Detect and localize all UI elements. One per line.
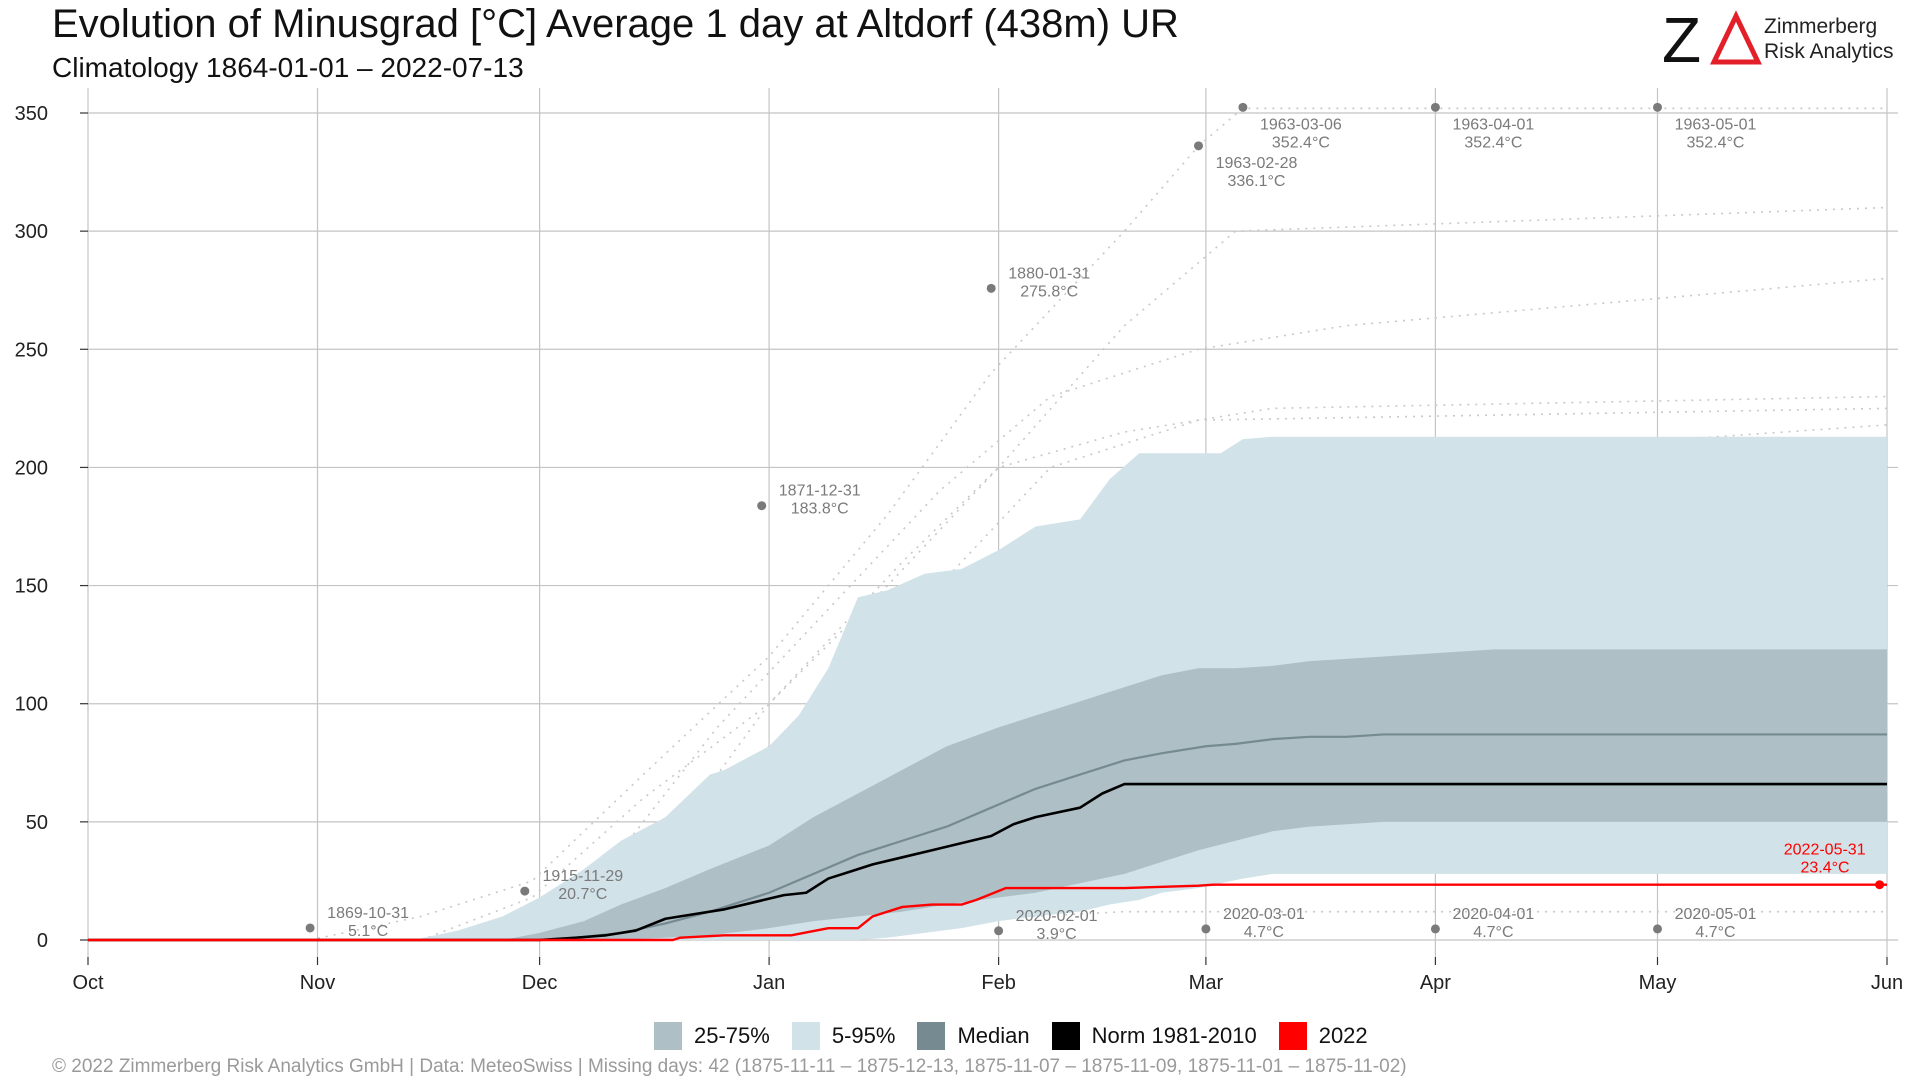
x-tick-label: Mar [1189,972,1224,994]
annotation-point [1652,924,1662,934]
y-tick-label: 300 [15,221,48,243]
annotation-point [1430,924,1440,934]
history-trace [420,206,1888,941]
annotation-point [1193,141,1203,151]
annotation-date: 2020-02-01 [1016,908,1098,925]
legend-swatch-2022 [1278,1022,1307,1050]
annotation-value: 183.8°C [791,501,849,518]
annotation-date: 1869-10-31 [327,905,409,922]
y-tick-label: 200 [15,457,48,479]
annotation-point [994,926,1004,936]
x-tick-label: Oct [72,972,104,994]
y-tick-label: 250 [15,339,48,361]
annotation-value: 5.1°C [348,923,388,940]
x-tick-label: Nov [300,972,336,994]
legend-label-25-75: 25-75% [694,1023,770,1048]
annotation-point [1875,880,1885,890]
annotation-value: 4.7°C [1695,924,1735,941]
x-tick-label: Dec [522,972,558,994]
annotation-value: 4.7°C [1244,924,1284,941]
annotation-point [986,283,996,293]
legend-item-norm[interactable]: Norm 1981-2010 [1051,1022,1257,1050]
annotation-value: 336.1°C [1227,173,1285,190]
chart-axes: 0 50 100 150 200 250 300 350 Oct Nov Dec Jan Feb Mar A… [15,103,1904,994]
legend-item-25-75[interactable]: 25-75% [654,1022,770,1050]
annotation-date: 2022-05-31 [1784,842,1866,859]
x-tick-label: May [1639,972,1677,994]
legend-swatch-norm [1051,1022,1080,1050]
annotation-value: 352.4°C [1464,134,1522,151]
annotation-date: 1963-04-01 [1452,116,1534,133]
annotation-point [305,923,315,933]
logo-z-glyph: Z [1662,8,1701,70]
y-tick-label: 150 [15,576,48,598]
annotation-date: 1880-01-31 [1008,265,1090,282]
legend-item-5-95[interactable]: 5-95% [791,1022,896,1050]
percentile-bands [88,436,1887,940]
annotation-value: 3.9°C [1037,926,1077,943]
annotation-date: 1963-02-28 [1216,155,1298,172]
annotation-point [1201,924,1211,934]
annotation-date: 2020-03-01 [1223,906,1305,923]
annotation-point [520,886,530,896]
legend-item-2022[interactable]: 2022 [1278,1022,1368,1050]
annotation-date: 1963-05-01 [1675,116,1757,133]
chart-canvas: 0 50 100 150 200 250 300 350 Oct Nov Dec Jan Feb Mar A… [15,88,1904,994]
logo-text: Zimmerberg Risk Analytics [1764,14,1894,64]
y-tick-label: 50 [26,812,48,834]
footer-credits: © 2022 Zimmerberg Risk Analytics GmbH | … [52,1056,1407,1077]
annotation-date: 2020-05-01 [1675,906,1757,923]
annotation-value: 23.4°C [1801,860,1850,877]
line-2022 [88,883,1887,942]
logo-delta-icon [1710,10,1762,65]
x-tick-label: Feb [981,972,1015,994]
logo-line2: Risk Analytics [1764,40,1894,63]
legend-label-norm: Norm 1981-2010 [1091,1023,1257,1048]
annotation-date: 1915-11-29 [542,868,623,885]
y-tick-label: 100 [15,694,48,716]
legend-label-2022: 2022 [1318,1023,1368,1048]
legend-swatch-5-95 [791,1022,820,1050]
x-tick-label: Jan [753,972,785,994]
logo-line1: Zimmerberg [1764,15,1878,38]
zimmerberg-logo-icon: Z [1662,8,1762,70]
annotation-value: 4.7°C [1473,924,1513,941]
annotation-point [757,501,767,511]
annotation-date: 2020-04-01 [1452,906,1534,923]
history-trace [568,407,1888,941]
median-line [88,733,1887,942]
annotation-date: 1871-12-31 [779,483,861,500]
annotation-value: 275.8°C [1020,283,1078,300]
chart-legend: 25-75% 5-95% Median Norm 1981-2010 2022 [654,1020,1390,1052]
legend-swatch-median [917,1022,946,1050]
legend-label-5-95: 5-95% [831,1023,896,1048]
y-tick-label: 350 [15,103,48,125]
annotation-value: 20.7°C [558,886,607,903]
x-tick-label: Apr [1420,972,1451,994]
y-tick-label: 0 [37,930,48,952]
legend-swatch-25-75 [654,1022,682,1050]
chart-subtitle: Climatology 1864-01-01 – 2022-07-13 [52,52,524,83]
chart-title: Evolution of Minusgrad [°C] Average 1 da… [52,2,1179,46]
legend-item-median[interactable]: Median [917,1022,1030,1050]
band-25-75 [88,649,1887,940]
annotation-date: 1963-03-06 [1260,116,1342,133]
history-trace [754,910,1887,941]
series-lines [88,733,1887,942]
annotation-value: 352.4°C [1686,134,1744,151]
annotation-point [1238,102,1248,112]
legend-label-median: Median [957,1023,1030,1048]
annotation-point [1652,102,1662,112]
annotation-point [1430,102,1440,112]
annotation-value: 352.4°C [1272,134,1330,151]
x-tick-label: Jun [1871,972,1903,994]
norm-line [88,782,1887,942]
